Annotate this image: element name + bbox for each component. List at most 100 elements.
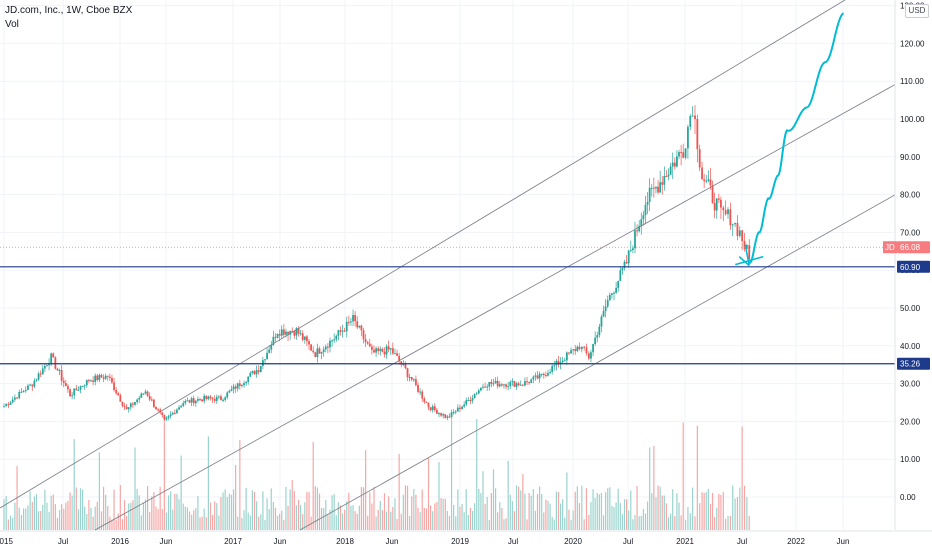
volume-bar	[682, 422, 684, 530]
candle-body	[689, 116, 692, 127]
volume-bar	[520, 490, 522, 530]
volume-bar	[505, 518, 507, 530]
candle-body	[498, 384, 501, 387]
candle-body	[100, 375, 103, 378]
candle-body	[67, 386, 69, 390]
volume-bar	[138, 495, 140, 530]
candle-body	[663, 176, 666, 185]
candle-body	[530, 379, 533, 383]
volume-bar	[602, 515, 605, 530]
candle-body	[18, 392, 21, 399]
volume-bar	[297, 499, 300, 530]
candle-body	[58, 370, 61, 372]
candle-body	[320, 352, 323, 354]
volume-bar	[607, 488, 609, 530]
volume-bar	[663, 495, 665, 530]
volume-bar	[119, 485, 121, 530]
candle-body	[465, 400, 468, 405]
candle-body	[249, 372, 252, 377]
candle-body	[396, 353, 398, 356]
candle-body	[186, 400, 189, 402]
volume-bar	[77, 509, 80, 530]
parallel-channel	[0, 0, 932, 531]
volume-bar	[50, 495, 52, 530]
volume-bar	[178, 499, 180, 530]
candle-body	[303, 336, 306, 340]
volume-indicator-label[interactable]: Vol	[5, 19, 19, 30]
candle-body	[592, 344, 594, 353]
candle-body	[604, 306, 607, 311]
volume-bar	[638, 516, 640, 530]
candle-body	[266, 352, 268, 360]
candle-body	[33, 380, 36, 387]
candle-body	[680, 152, 683, 154]
projection-curve	[748, 12, 845, 264]
candle-body	[613, 292, 615, 294]
candle-body	[125, 406, 128, 410]
volume-bar	[94, 506, 96, 530]
candle-body	[507, 386, 510, 388]
price-tick-label: 80.00	[900, 191, 921, 200]
volume-bar	[423, 507, 425, 530]
volume-bar	[670, 513, 672, 530]
volume-bar	[703, 492, 705, 530]
volume-bar	[644, 513, 647, 530]
volume-bar	[478, 488, 480, 530]
candle-body	[736, 222, 739, 236]
candle-body	[295, 328, 298, 336]
candle-body	[232, 386, 235, 390]
candle-body	[54, 357, 57, 369]
candle-body	[176, 409, 178, 414]
volume-bar	[174, 493, 176, 530]
volume-bar	[149, 511, 151, 530]
volume-bar	[84, 506, 86, 530]
time-tick-label: Jul	[623, 537, 633, 546]
candle-body	[534, 375, 537, 377]
candle-body	[289, 330, 292, 335]
candle-body	[580, 346, 583, 350]
volume-bar	[578, 503, 581, 530]
candle-body	[98, 375, 101, 380]
candle-body	[722, 207, 725, 211]
volume-bar	[65, 502, 67, 530]
volume-bar	[549, 503, 551, 530]
time-axis[interactable]: 2015 Jul 2016 Jun 2017 Jun 2018 Jun 2019 Jul 2020 J…	[0, 530, 932, 550]
candle-body	[459, 407, 461, 410]
candle-body	[364, 339, 367, 343]
volume-bar	[88, 499, 90, 530]
candle-body	[676, 156, 678, 167]
candle-body	[41, 368, 44, 375]
volume-bar	[640, 515, 642, 530]
candle-body	[245, 381, 248, 384]
candle-body	[673, 162, 676, 167]
bounce-arrow	[735, 244, 764, 267]
candle-body	[90, 380, 92, 382]
candle-body	[43, 366, 46, 369]
candle-body	[659, 182, 662, 193]
volume-bar	[659, 486, 661, 530]
volume-bar	[718, 493, 720, 530]
volume-bar	[123, 500, 126, 530]
volume-bar	[727, 515, 729, 530]
price-axis[interactable]: 130.00120.00110.00100.0090.0080.0070.006…	[894, 0, 932, 550]
candle-body	[339, 330, 342, 332]
volume-bar	[37, 511, 40, 530]
volume-bar	[170, 491, 172, 530]
volume-bar	[425, 508, 428, 530]
time-tick-label: 2022	[787, 537, 805, 546]
currency-button[interactable]: USD	[905, 4, 929, 18]
volume-bar	[42, 504, 44, 530]
volume-bar	[308, 492, 310, 530]
candle-body	[159, 409, 162, 413]
volume-bar	[392, 506, 394, 530]
volume-bar	[272, 501, 274, 530]
volume-bar	[467, 515, 469, 530]
volume-bar	[365, 450, 367, 530]
candle-body	[542, 373, 545, 375]
candle-body	[433, 406, 436, 410]
candle-body	[155, 406, 157, 410]
volume-bar	[367, 515, 369, 530]
volume-bar	[69, 492, 71, 530]
candle-body	[85, 379, 88, 386]
